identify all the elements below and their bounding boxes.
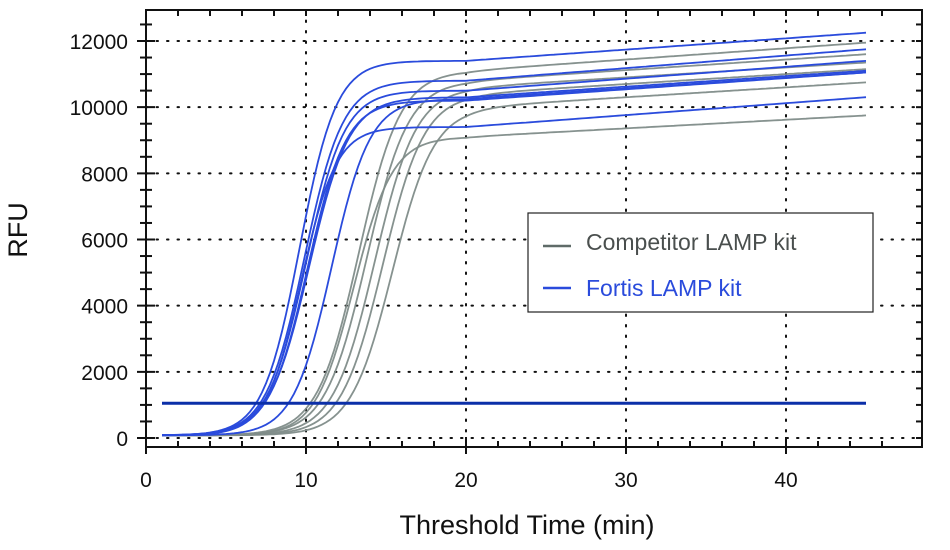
x-tick-label: 20 bbox=[454, 469, 477, 492]
amplification-curve bbox=[162, 41, 867, 437]
amplification-curve bbox=[162, 96, 867, 437]
x-tick-label: 10 bbox=[294, 469, 317, 492]
y-tick-label: 2000 bbox=[81, 362, 128, 385]
axis-ticks bbox=[137, 10, 923, 454]
y-axis-title: RFU bbox=[3, 202, 33, 258]
amplification-curves bbox=[161, 31, 867, 437]
legend-label-competitor: Competitor LAMP kit bbox=[586, 229, 797, 255]
amplification-curve bbox=[162, 114, 867, 437]
y-axis-tick-labels: 0 2000 4000 6000 8000 10000 12000 bbox=[70, 31, 128, 451]
x-tick-label: 40 bbox=[774, 469, 797, 492]
legend-label-fortis: Fortis LAMP kit bbox=[586, 275, 742, 301]
x-axis-tick-labels: 0 10 20 30 40 bbox=[140, 469, 798, 492]
amplification-curve bbox=[162, 71, 867, 437]
legend-box bbox=[527, 212, 874, 313]
amplification-curve bbox=[162, 48, 867, 436]
x-tick-label: 0 bbox=[140, 469, 152, 492]
y-tick-label: 10000 bbox=[70, 97, 128, 120]
y-tick-label: 4000 bbox=[81, 296, 128, 319]
x-axis-title: Threshold Time (min) bbox=[399, 510, 654, 540]
y-tick-label: 6000 bbox=[81, 230, 128, 253]
plot-frame bbox=[145, 9, 923, 448]
x-tick-label: 30 bbox=[614, 469, 637, 492]
amplification-curve bbox=[162, 31, 867, 436]
amplification-curve bbox=[162, 81, 867, 437]
y-tick-label: 8000 bbox=[81, 163, 128, 186]
y-tick-label: 12000 bbox=[70, 31, 128, 54]
y-tick-label: 0 bbox=[116, 428, 128, 451]
legend: Competitor LAMP kit Fortis LAMP kit bbox=[527, 212, 874, 313]
